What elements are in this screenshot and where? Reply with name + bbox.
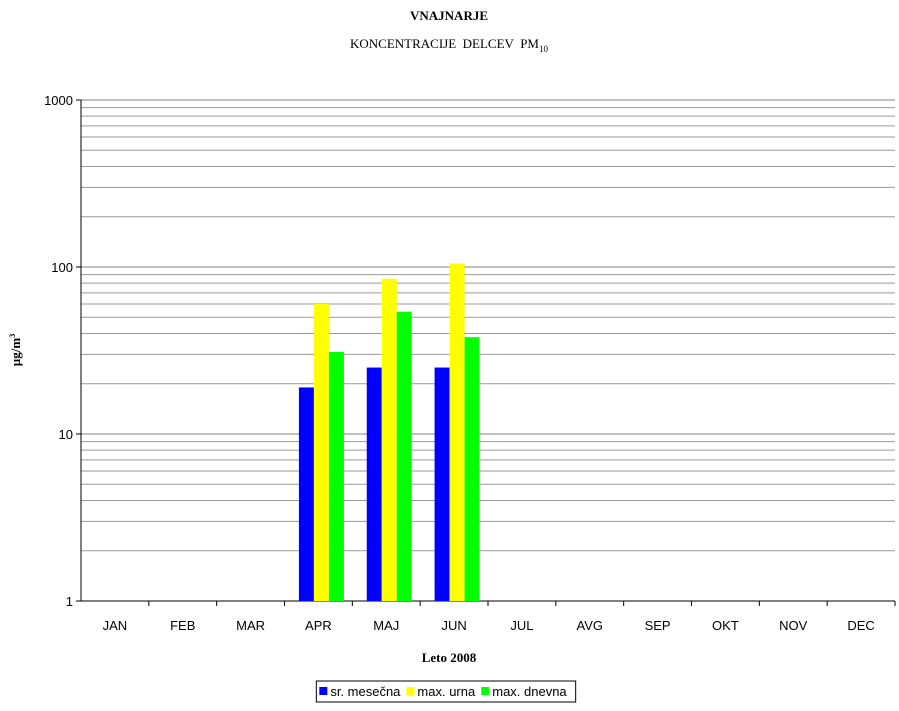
bar [449,263,465,601]
chart-subtitle: KONCENTRACIJE DELCEV PM10 [350,36,549,54]
y-tick-label: 10 [59,427,73,442]
legend-box [315,680,577,703]
x-tick-label: NOV [779,618,808,633]
y-axis-label: µg/m3 [8,334,23,366]
bar [298,387,314,601]
legend-swatch [319,687,328,695]
x-tick-label: FEB [170,618,195,633]
x-tick-label: DEC [847,618,874,633]
bar [381,278,397,601]
x-tick-label: AVG [577,618,604,633]
x-tick-label: OKT [712,618,739,633]
y-label-text: µg/m [8,338,23,367]
bar [464,337,480,601]
legend-swatch [406,687,415,695]
x-tick-label: SEP [645,618,671,633]
legend-swatch [481,687,490,695]
bar [366,367,382,601]
bar [434,367,450,601]
bar [328,351,344,601]
legend-label: sr. mesečna [330,684,401,699]
y-tick-label: 1 [66,594,73,609]
legend-label: max. dnevna [492,684,567,699]
x-tick-label: JUN [441,618,466,633]
x-tick-label: MAJ [373,618,399,633]
x-tick-label: MAR [236,618,265,633]
legend-label: max. urna [417,684,476,699]
subtitle-subscript: 10 [539,44,549,54]
y-tick-label: 100 [51,260,73,275]
legend: sr. mesečna max. urna max. dnevna [315,680,577,703]
chart-title: VNAJNARJE [410,8,488,23]
x-tick-label: APR [305,618,332,633]
x-tick-label: JAN [103,618,128,633]
x-axis-label: Leto 2008 [422,650,477,665]
subtitle-text: KONCENTRACIJE DELCEV PM [350,36,539,51]
y-label-superscript: 3 [8,334,17,338]
bar [313,304,329,601]
x-tick-label: JUL [510,618,533,633]
bar [396,311,412,601]
y-tick-label: 1000 [44,93,73,108]
